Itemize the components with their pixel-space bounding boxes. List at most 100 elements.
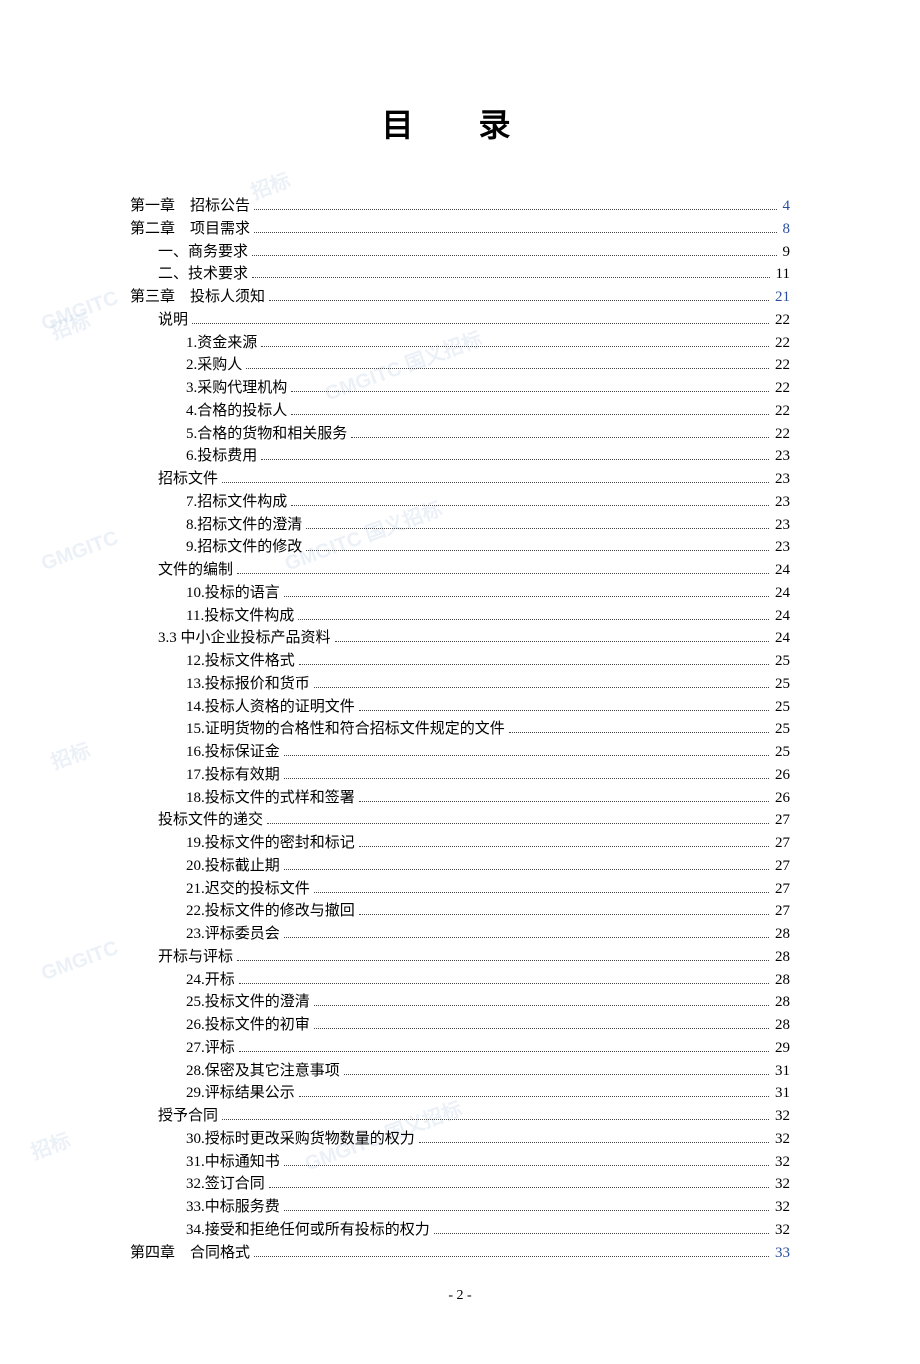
toc-page: 29 <box>773 1038 790 1060</box>
toc-entry: 第四章 合同格式33 <box>130 1243 790 1265</box>
toc-page: 25 <box>773 674 790 696</box>
toc-page: 24 <box>773 560 790 582</box>
toc-page: 27 <box>773 810 790 832</box>
toc-entry: 27.评标 29 <box>130 1038 790 1060</box>
toc-label: 3.采购代理机构 <box>186 378 287 400</box>
toc-label: 24.开标 <box>186 970 235 992</box>
toc-dots <box>306 528 769 529</box>
toc-dots <box>314 1028 769 1029</box>
toc-entry: 第三章 投标人须知 21 <box>130 287 790 309</box>
toc-dots <box>222 1119 769 1120</box>
toc-label: 12.投标文件格式 <box>186 651 295 673</box>
toc-label: 说明 <box>158 310 188 332</box>
toc-entry: 3.3 中小企业投标产品资料24 <box>130 628 790 650</box>
toc-dots <box>509 732 769 733</box>
toc-label: 3.3 中小企业投标产品资料 <box>158 628 331 650</box>
toc-dots <box>254 209 776 210</box>
toc-entry: 18.投标文件的式样和签署26 <box>130 788 790 810</box>
toc-dots <box>298 619 769 620</box>
toc-label: 二、技术要求 <box>158 264 248 286</box>
toc-entry: 26.投标文件的初审28 <box>130 1015 790 1037</box>
toc-label: 1.资金来源 <box>186 333 257 355</box>
toc-entry: 29.评标结果公示31 <box>130 1083 790 1105</box>
toc-dots <box>291 391 769 392</box>
toc-label: 27.评标 <box>186 1038 235 1060</box>
toc-label: 4.合格的投标人 <box>186 401 287 423</box>
toc-label: 15.证明货物的合格性和符合招标文件规定的文件 <box>186 719 505 741</box>
toc-dots <box>252 277 770 278</box>
toc-page: 32 <box>773 1220 790 1242</box>
toc-label: 11.投标文件构成 <box>186 606 294 628</box>
toc-label: 33.中标服务费 <box>186 1197 280 1219</box>
toc-entry: 第二章 项目需求 8 <box>130 219 790 241</box>
toc-label: 9.招标文件的修改 <box>186 537 302 559</box>
toc-page: 23 <box>773 537 790 559</box>
toc-entry: 二、技术要求 11 <box>130 264 790 286</box>
toc-label: 第二章 项目需求 <box>130 219 250 241</box>
toc-dots <box>237 960 769 961</box>
page-title: 目 录 <box>130 100 790 146</box>
toc-page: 32 <box>773 1129 790 1151</box>
toc-label: 21.迟交的投标文件 <box>186 879 310 901</box>
toc-page: 24 <box>773 583 790 605</box>
toc-dots <box>284 1210 769 1211</box>
toc-entry: 文件的编制 24 <box>130 560 790 582</box>
toc-entry: 7.招标文件构成23 <box>130 492 790 514</box>
toc-label: 第三章 投标人须知 <box>130 287 265 309</box>
toc-page: 23 <box>773 492 790 514</box>
toc-entry: 28.保密及其它注意事项31 <box>130 1061 790 1083</box>
toc-label: 授予合同 <box>158 1106 218 1128</box>
toc-label: 14.投标人资格的证明文件 <box>186 697 355 719</box>
toc-label: 22.投标文件的修改与撤回 <box>186 901 355 923</box>
toc-page: 27 <box>773 833 790 855</box>
toc-dots <box>351 437 769 438</box>
toc-label: 13.投标报价和货币 <box>186 674 310 696</box>
toc-entry: 9.招标文件的修改 23 <box>130 537 790 559</box>
toc-entry: 22.投标文件的修改与撤回 27 <box>130 901 790 923</box>
toc-entry: 34.接受和拒绝任何或所有投标的权力32 <box>130 1220 790 1242</box>
toc-dots <box>314 687 769 688</box>
toc-entry: 授予合同32 <box>130 1106 790 1128</box>
toc-label: 文件的编制 <box>158 560 233 582</box>
toc-page: 21 <box>773 287 790 309</box>
toc-dots <box>284 596 769 597</box>
toc-page: 28 <box>773 924 790 946</box>
toc-page: 22 <box>773 310 790 332</box>
toc-label: 25.投标文件的澄清 <box>186 992 310 1014</box>
toc-label: 投标文件的递交 <box>158 810 263 832</box>
toc-entry: 说明 22 <box>130 310 790 332</box>
toc-entry: 8.招标文件的澄清23 <box>130 515 790 537</box>
toc-dots <box>291 505 769 506</box>
toc-entry: 25.投标文件的澄清 28 <box>130 992 790 1014</box>
toc-page: 11 <box>774 264 790 286</box>
toc-dots <box>267 823 769 824</box>
toc-dots <box>359 846 769 847</box>
toc-dots <box>269 300 769 301</box>
toc-page: 32 <box>773 1152 790 1174</box>
toc-dots <box>306 550 769 551</box>
toc-dots <box>239 983 769 984</box>
toc-label: 20.投标截止期 <box>186 856 280 878</box>
toc-label: 8.招标文件的澄清 <box>186 515 302 537</box>
toc-entry: 31.中标通知书32 <box>130 1152 790 1174</box>
toc-page: 31 <box>773 1061 790 1083</box>
toc-dots <box>269 1187 769 1188</box>
toc-page: 8 <box>781 219 791 241</box>
toc-entry: 17.投标有效期26 <box>130 765 790 787</box>
toc-page: 22 <box>773 378 790 400</box>
toc-entry: 30.授标时更改采购货物数量的权力32 <box>130 1129 790 1151</box>
toc-page: 25 <box>773 651 790 673</box>
toc-page: 26 <box>773 788 790 810</box>
toc-label: 2.采购人 <box>186 355 242 377</box>
toc-label: 10.投标的语言 <box>186 583 280 605</box>
toc-dots <box>291 414 769 415</box>
toc-page: 28 <box>773 992 790 1014</box>
toc-page: 4 <box>781 196 791 218</box>
toc-dots <box>261 459 769 460</box>
toc-dots <box>299 1096 769 1097</box>
toc-entry: 5.合格的货物和相关服务22 <box>130 424 790 446</box>
toc-page: 28 <box>773 947 790 969</box>
toc-page: 23 <box>773 446 790 468</box>
toc-label: 开标与评标 <box>158 947 233 969</box>
toc-page: 27 <box>773 901 790 923</box>
